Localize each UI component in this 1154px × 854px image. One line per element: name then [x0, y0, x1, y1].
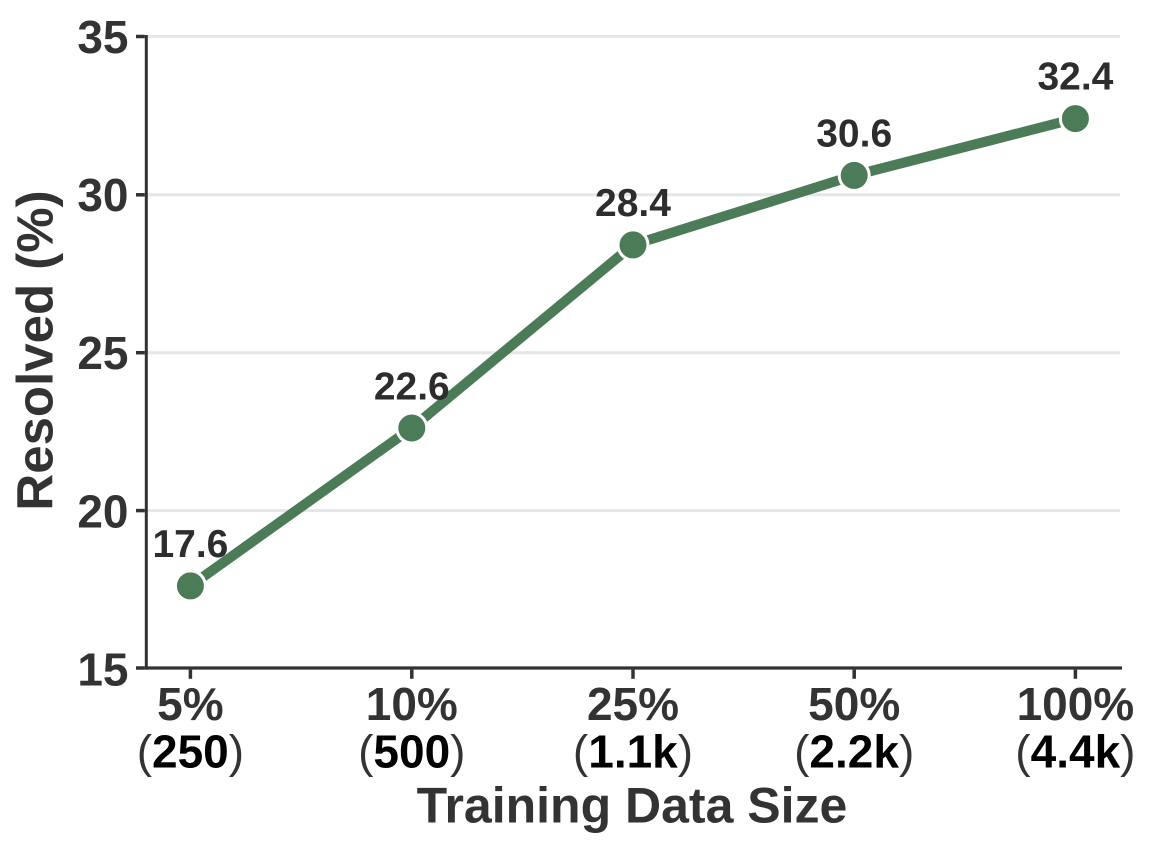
- svg-text:(2.2k): (2.2k): [794, 726, 914, 778]
- svg-text:(4.4k): (4.4k): [1015, 726, 1135, 778]
- svg-text:30: 30: [77, 169, 128, 221]
- svg-text:28.4: 28.4: [595, 182, 671, 225]
- svg-text:50%: 50%: [808, 678, 900, 730]
- svg-text:(500): (500): [358, 726, 465, 778]
- svg-text:17.6: 17.6: [152, 523, 228, 566]
- svg-text:22.6: 22.6: [374, 365, 450, 408]
- svg-text:15: 15: [77, 643, 128, 695]
- svg-text:30.6: 30.6: [816, 112, 892, 155]
- svg-text:Resolved (%): Resolved (%): [7, 190, 64, 510]
- svg-text:5%: 5%: [157, 678, 223, 730]
- svg-text:100%: 100%: [1017, 678, 1135, 730]
- svg-text:(1.1k): (1.1k): [573, 726, 693, 778]
- svg-text:(250): (250): [137, 726, 244, 778]
- svg-text:25%: 25%: [587, 678, 679, 730]
- svg-text:32.4: 32.4: [1037, 56, 1113, 99]
- svg-text:20: 20: [77, 485, 128, 537]
- svg-text:Training Data Size: Training Data Size: [417, 778, 848, 834]
- svg-text:25: 25: [77, 327, 128, 379]
- svg-text:10%: 10%: [366, 678, 458, 730]
- svg-text:35: 35: [77, 11, 128, 63]
